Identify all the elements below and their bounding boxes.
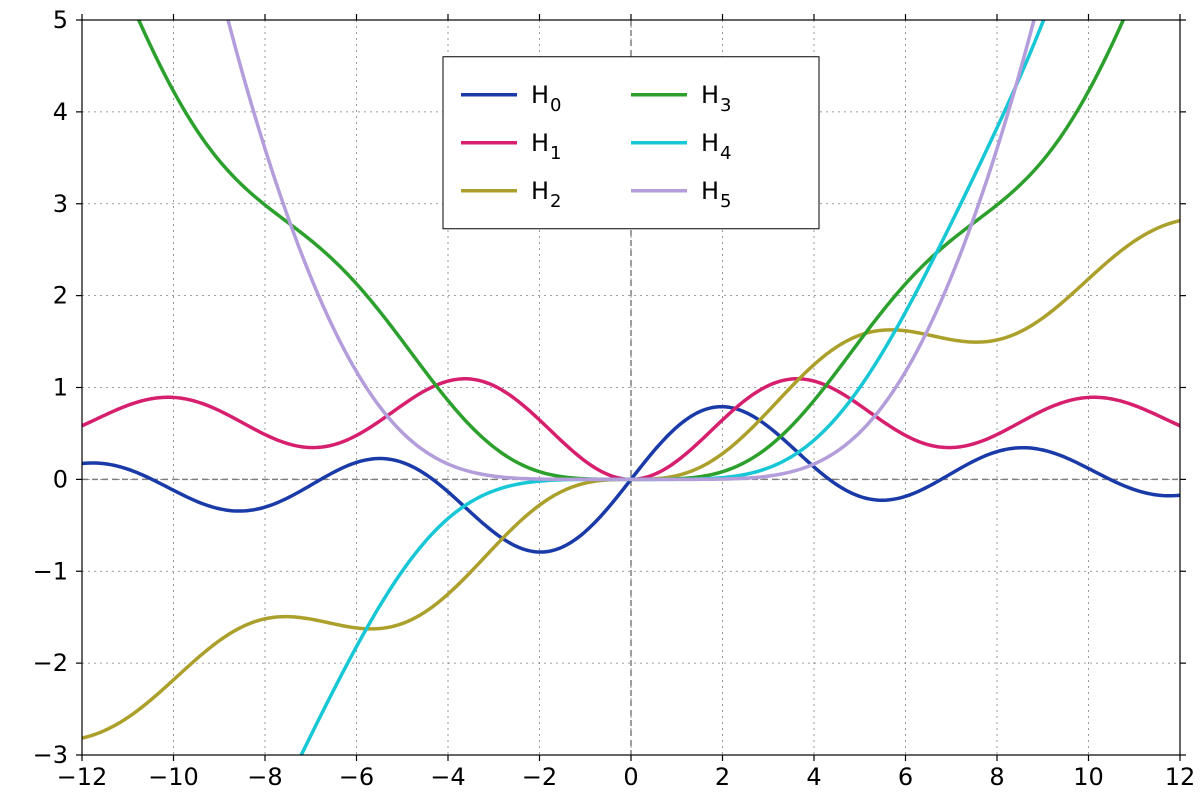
y-tick-label: 1 bbox=[53, 374, 68, 402]
x-tick-label: −4 bbox=[430, 763, 465, 791]
y-tick-label: −1 bbox=[33, 557, 68, 585]
y-tick-label: 0 bbox=[53, 465, 68, 493]
x-tick-label: 2 bbox=[715, 763, 730, 791]
x-tick-label: 8 bbox=[989, 763, 1004, 791]
x-tick-label: −10 bbox=[148, 763, 199, 791]
y-tick-label: −2 bbox=[33, 649, 68, 677]
x-tick-label: 12 bbox=[1165, 763, 1196, 791]
legend: H0H1H2H3H4H5 bbox=[443, 57, 819, 229]
chart-container: −12−10−8−6−4−2024681012−3−2−1012345H0H1H… bbox=[0, 0, 1200, 800]
x-tick-label: −8 bbox=[247, 763, 282, 791]
y-tick-label: 2 bbox=[53, 282, 68, 310]
line-chart: −12−10−8−6−4−2024681012−3−2−1012345H0H1H… bbox=[0, 0, 1200, 800]
x-tick-label: 10 bbox=[1073, 763, 1104, 791]
x-tick-label: −6 bbox=[339, 763, 374, 791]
x-tick-label: −2 bbox=[522, 763, 557, 791]
y-tick-label: 3 bbox=[53, 190, 68, 218]
y-tick-label: −3 bbox=[33, 741, 68, 769]
y-tick-label: 5 bbox=[53, 6, 68, 34]
y-tick-label: 4 bbox=[53, 98, 68, 126]
x-tick-label: 4 bbox=[806, 763, 821, 791]
x-tick-label: 6 bbox=[898, 763, 913, 791]
x-tick-label: 0 bbox=[623, 763, 638, 791]
